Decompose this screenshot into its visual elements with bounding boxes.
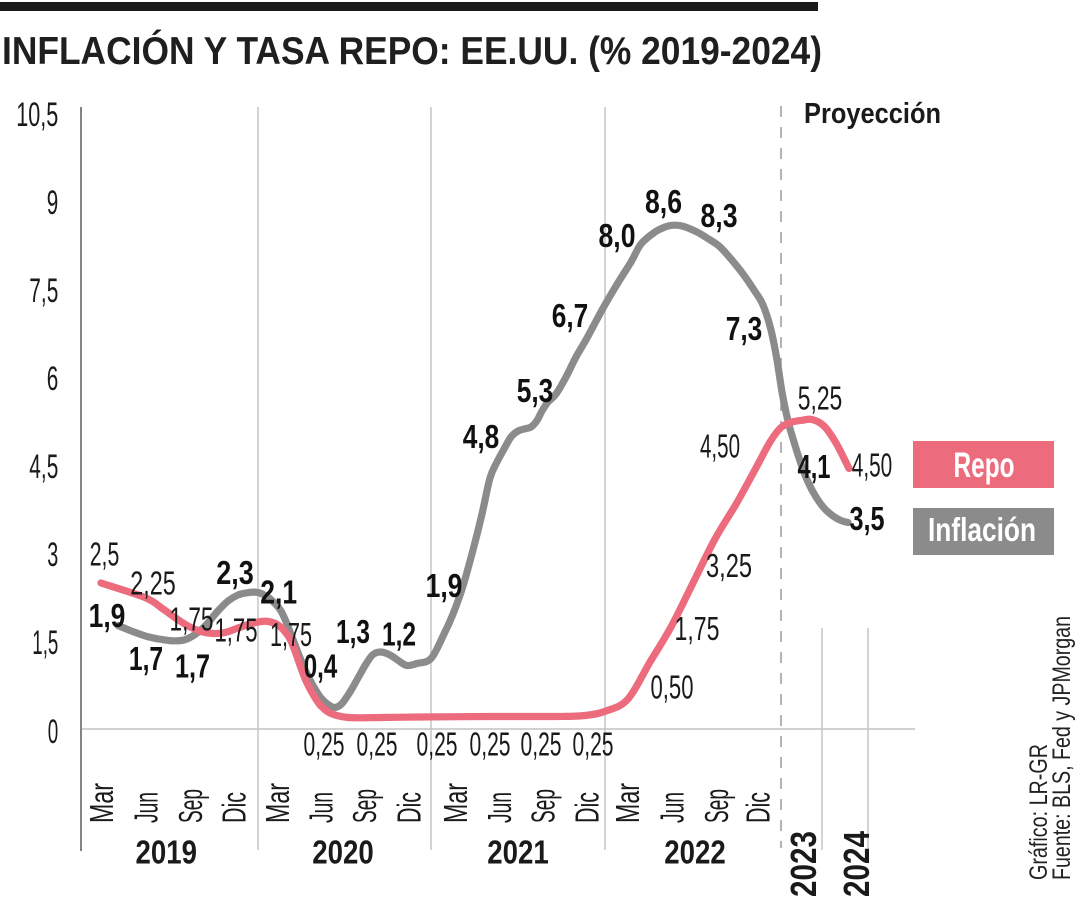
svg-text:7,3: 7,3 [726,310,763,347]
svg-text:10,5: 10,5 [16,96,58,134]
svg-text:Fuente: BLS, Fed y JPMorgan: Fuente: BLS, Fed y JPMorgan [1048,616,1076,880]
svg-text:1,75: 1,75 [215,612,258,649]
svg-text:1,5: 1,5 [32,624,58,662]
svg-text:0,25: 0,25 [357,726,398,763]
svg-text:2024: 2024 [836,831,877,897]
svg-text:9: 9 [47,184,59,222]
svg-text:Jun: Jun [654,792,691,823]
svg-text:Dic: Dic [569,792,606,823]
svg-text:0,25: 0,25 [573,726,614,763]
svg-text:3,25: 3,25 [706,547,752,584]
svg-text:1,2: 1,2 [382,616,416,653]
svg-text:Mar: Mar [83,783,120,823]
svg-text:Dic: Dic [391,792,428,823]
svg-text:2023: 2023 [783,831,824,897]
svg-text:2019: 2019 [136,834,198,871]
svg-text:Jun: Jun [303,792,340,823]
svg-text:Mar: Mar [259,783,296,823]
svg-text:0,25: 0,25 [417,726,458,763]
svg-text:1,3: 1,3 [336,613,370,650]
svg-text:0,25: 0,25 [521,726,562,763]
svg-text:0,25: 0,25 [304,726,345,763]
svg-text:0,4: 0,4 [304,648,338,685]
svg-text:0,25: 0,25 [470,726,511,763]
svg-text:Jun: Jun [128,792,165,823]
svg-text:Mar: Mar [609,783,646,823]
svg-text:2021: 2021 [487,834,549,871]
svg-text:Inflación: Inflación [928,511,1036,548]
svg-text:2,3: 2,3 [216,554,254,591]
svg-text:6: 6 [47,360,59,398]
svg-text:7,5: 7,5 [29,272,58,310]
svg-text:4,50: 4,50 [852,447,893,484]
svg-text:Sep: Sep [698,789,735,823]
svg-text:Gráfico: LR-GR: Gráfico: LR-GR [1025,744,1053,880]
svg-text:8,6: 8,6 [645,183,682,220]
svg-text:Dic: Dic [216,792,253,823]
svg-text:4,8: 4,8 [463,418,500,455]
svg-text:Dic: Dic [740,792,777,823]
svg-text:4,5: 4,5 [29,448,58,486]
svg-text:0: 0 [48,713,59,751]
svg-text:4,50: 4,50 [700,428,740,465]
svg-text:8,3: 8,3 [701,197,738,234]
svg-text:5,25: 5,25 [798,380,843,417]
svg-text:Jun: Jun [481,792,518,823]
svg-text:INFLACIÓN Y TASA REPO: EE.UU.: INFLACIÓN Y TASA REPO: EE.UU. (% 2019-20… [2,29,822,73]
svg-text:Sep: Sep [525,789,562,823]
svg-text:1,75: 1,75 [675,610,720,647]
svg-text:Repo: Repo [954,446,1015,485]
svg-text:Sep: Sep [172,789,209,823]
svg-text:2,25: 2,25 [130,565,175,602]
svg-text:1,7: 1,7 [175,648,210,685]
svg-text:2,5: 2,5 [90,536,120,573]
svg-text:1,7: 1,7 [129,640,163,677]
svg-text:3: 3 [47,536,58,574]
svg-text:3,5: 3,5 [850,500,885,537]
svg-text:1,9: 1,9 [89,597,126,634]
svg-text:5,3: 5,3 [517,372,554,409]
svg-text:1,9: 1,9 [426,567,463,604]
svg-text:Sep: Sep [346,789,383,823]
svg-text:2,1: 2,1 [260,574,297,611]
svg-text:Mar: Mar [437,783,474,823]
svg-text:2020: 2020 [312,834,374,871]
svg-text:4,1: 4,1 [798,448,831,485]
svg-text:8,0: 8,0 [599,217,636,254]
svg-text:1,75: 1,75 [270,616,312,653]
svg-text:2022: 2022 [664,834,726,871]
svg-text:0,50: 0,50 [651,669,694,706]
svg-text:1,75: 1,75 [170,601,214,638]
svg-text:6,7: 6,7 [552,297,589,334]
svg-text:Proyección: Proyección [804,98,941,130]
